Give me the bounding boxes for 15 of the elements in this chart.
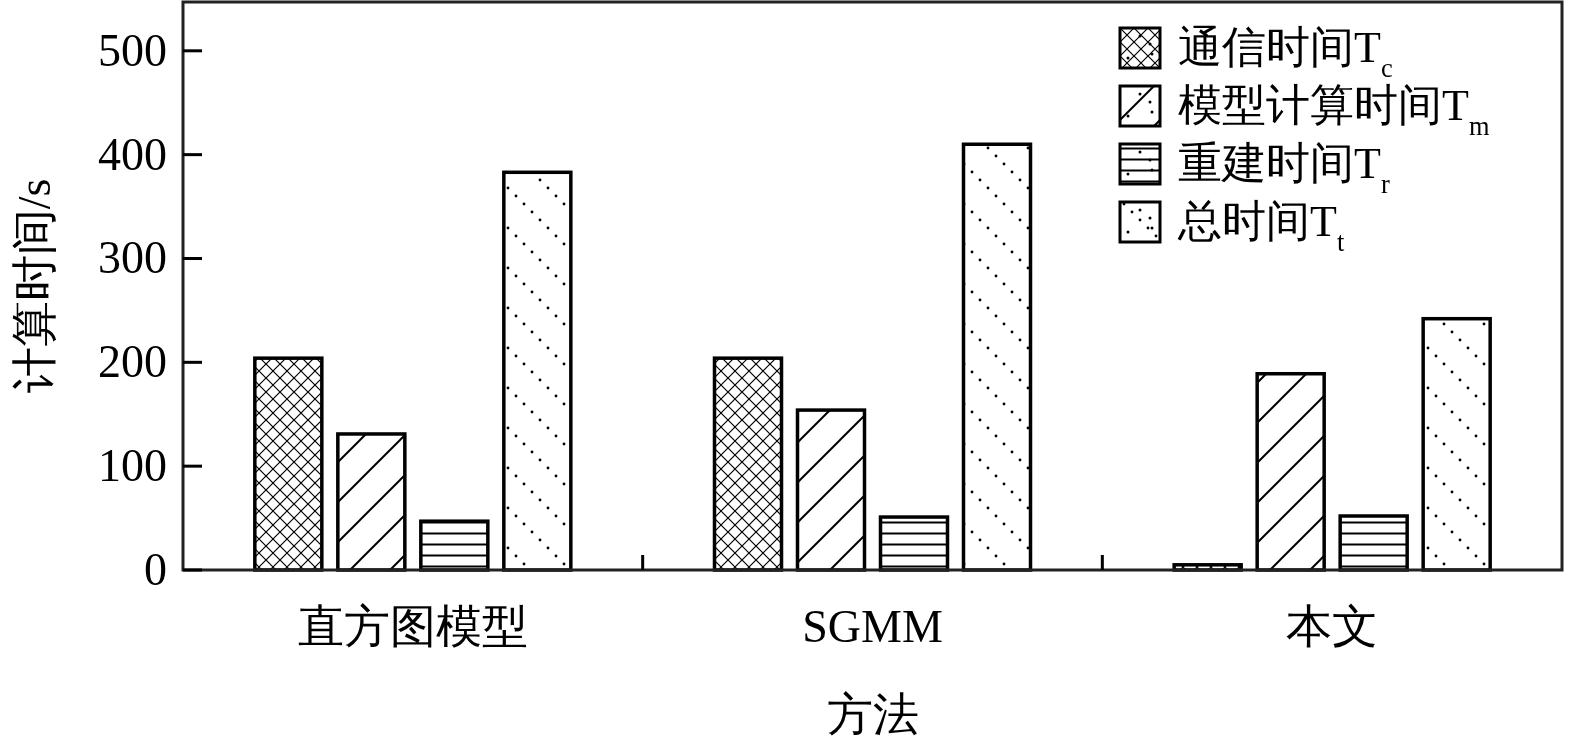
legend-label: 重建时间T$_{r}$ <box>1178 139 1390 199</box>
legend-label: 通信时间T$_{c}$ <box>1178 23 1393 83</box>
y-axis-title: 计算时间/s <box>9 178 60 394</box>
y-tick-label: 0 <box>144 544 167 595</box>
y-tick-label: 300 <box>98 232 167 284</box>
x-tick-label: 直方图模型 <box>297 601 528 652</box>
x-tick-label: 本文 <box>1286 601 1379 652</box>
legend-label: 模型计算时间T$_{m}$ <box>1178 81 1490 141</box>
x-tick-label: SGMM <box>802 601 943 652</box>
legend-label: 总时间T$_{t}$ <box>1177 197 1345 257</box>
x-axis-title: 方法 <box>826 689 919 740</box>
y-tick-label: 400 <box>98 128 167 180</box>
y-tick-label: 200 <box>98 336 167 388</box>
y-tick-label: 500 <box>98 24 167 76</box>
y-tick-label: 100 <box>98 440 167 492</box>
